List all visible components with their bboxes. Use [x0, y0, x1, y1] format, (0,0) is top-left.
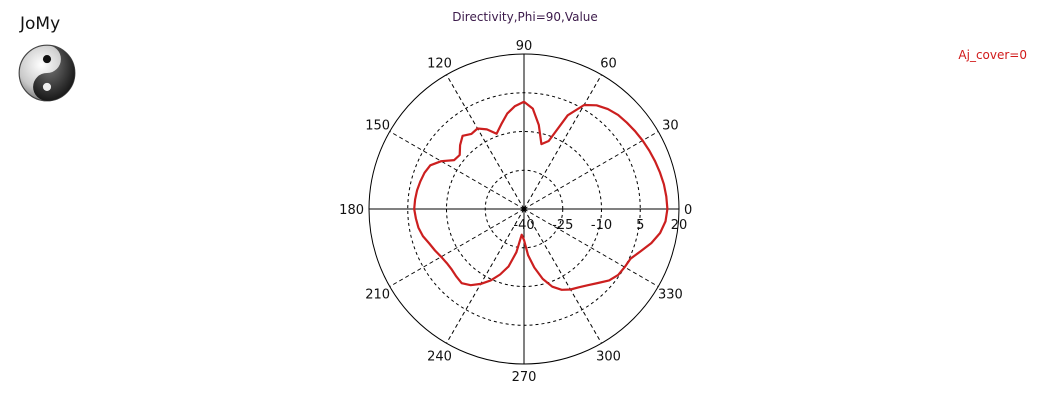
spoke-150	[389, 131, 525, 210]
angle-label-0: 0	[684, 203, 692, 218]
center-point	[521, 206, 527, 212]
chart-title: Directivity,Phi=90,Value	[452, 10, 598, 24]
angle-label-330: 330	[658, 288, 683, 303]
angle-label-180: 180	[339, 203, 364, 218]
angle-label-90: 90	[516, 39, 533, 54]
radial-tick-1: -25	[552, 218, 573, 233]
series-line-0	[413, 100, 669, 291]
angle-label-240: 240	[427, 349, 452, 364]
spoke-300	[523, 208, 602, 344]
angle-label-30: 30	[662, 119, 679, 134]
series-layer	[413, 100, 669, 291]
angle-label-60: 60	[600, 57, 617, 72]
annotation-label: Aj_cover=0	[958, 48, 1027, 62]
radial-tick-3: 5	[636, 218, 644, 233]
radial-tick-0: -40	[513, 218, 534, 233]
angle-label-270: 270	[512, 370, 537, 385]
angle-label-210: 210	[365, 288, 390, 303]
radial-tick-4: 20	[671, 218, 688, 233]
spoke-120	[446, 74, 525, 210]
radial-tick-2: -10	[591, 218, 612, 233]
tick-labels: 0 30 60 90 120 150 180 210 240 270 300 330 -40 -25 -10…	[339, 39, 692, 385]
angle-label-120: 120	[427, 57, 452, 72]
spoke-330	[523, 208, 659, 287]
yin-yang-icon	[18, 44, 76, 102]
spoke-60	[523, 74, 602, 210]
spoke-210	[389, 208, 525, 287]
spoke-30	[523, 131, 659, 210]
angle-label-150: 150	[365, 119, 390, 134]
app-name: JoMy	[20, 14, 61, 34]
polar-grid	[368, 53, 680, 365]
spoke-240	[446, 208, 525, 344]
angle-label-300: 300	[596, 349, 621, 364]
